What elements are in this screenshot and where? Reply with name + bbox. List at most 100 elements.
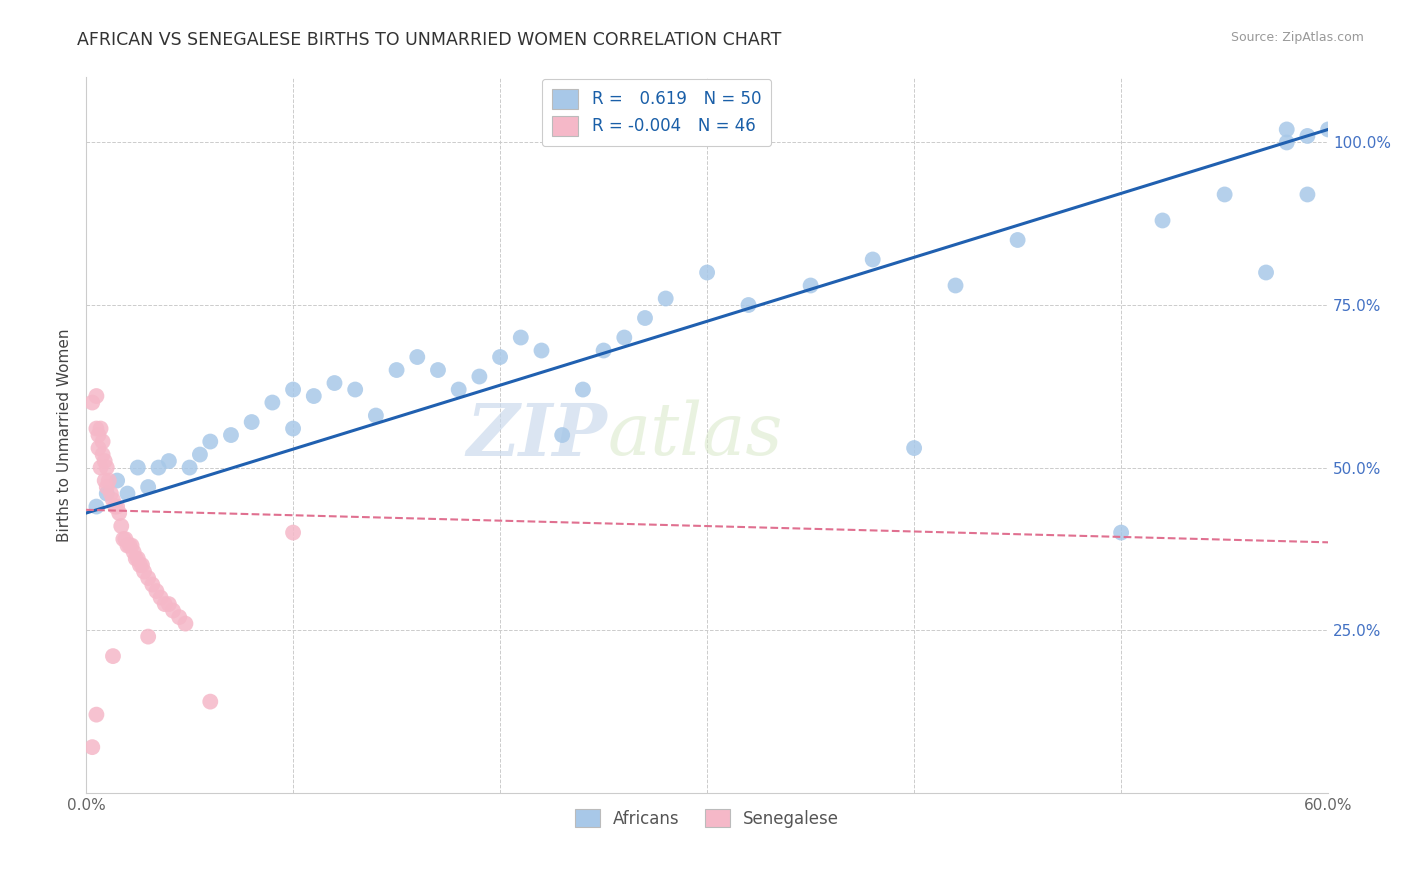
Point bbox=[87, 428, 110, 442]
Point bbox=[145, 584, 167, 599]
Point bbox=[1296, 128, 1319, 143]
Point bbox=[117, 486, 139, 500]
Point bbox=[167, 610, 190, 624]
Point bbox=[1152, 213, 1174, 227]
Point bbox=[1254, 265, 1277, 279]
Point bbox=[179, 460, 201, 475]
Point bbox=[613, 330, 636, 344]
Point bbox=[86, 389, 108, 403]
Point bbox=[262, 395, 284, 409]
Point bbox=[157, 597, 180, 611]
Point bbox=[86, 500, 108, 514]
Point bbox=[91, 448, 114, 462]
Point bbox=[136, 630, 159, 644]
Point bbox=[91, 434, 114, 449]
Point bbox=[87, 441, 110, 455]
Point bbox=[427, 363, 450, 377]
Point bbox=[551, 428, 574, 442]
Point bbox=[572, 383, 595, 397]
Point bbox=[157, 454, 180, 468]
Point bbox=[105, 474, 128, 488]
Point bbox=[1007, 233, 1029, 247]
Point bbox=[162, 604, 184, 618]
Point bbox=[104, 500, 127, 514]
Point bbox=[1109, 525, 1132, 540]
Point bbox=[96, 480, 118, 494]
Point bbox=[737, 298, 759, 312]
Point bbox=[117, 539, 139, 553]
Point bbox=[82, 395, 104, 409]
Point bbox=[105, 500, 128, 514]
Point bbox=[148, 460, 170, 475]
Point bbox=[1296, 187, 1319, 202]
Point bbox=[108, 506, 131, 520]
Point bbox=[1275, 122, 1298, 136]
Point bbox=[101, 649, 124, 664]
Point bbox=[93, 474, 115, 488]
Point bbox=[281, 525, 304, 540]
Point bbox=[90, 460, 112, 475]
Point bbox=[509, 330, 531, 344]
Point bbox=[302, 389, 325, 403]
Point bbox=[240, 415, 263, 429]
Point bbox=[323, 376, 346, 390]
Point bbox=[200, 434, 222, 449]
Point bbox=[800, 278, 823, 293]
Point bbox=[406, 350, 429, 364]
Point bbox=[219, 428, 242, 442]
Point bbox=[127, 551, 149, 566]
Point bbox=[489, 350, 512, 364]
Point bbox=[364, 409, 387, 423]
Point bbox=[281, 383, 304, 397]
Point bbox=[132, 565, 155, 579]
Point bbox=[153, 597, 176, 611]
Point bbox=[468, 369, 491, 384]
Point bbox=[149, 591, 172, 605]
Point bbox=[344, 383, 367, 397]
Point bbox=[96, 460, 118, 475]
Point bbox=[136, 480, 159, 494]
Text: Source: ZipAtlas.com: Source: ZipAtlas.com bbox=[1230, 31, 1364, 45]
Text: atlas: atlas bbox=[607, 400, 783, 470]
Point bbox=[136, 571, 159, 585]
Point bbox=[118, 539, 141, 553]
Point bbox=[90, 421, 112, 435]
Point bbox=[696, 265, 718, 279]
Point bbox=[101, 493, 124, 508]
Y-axis label: Births to Unmarried Women: Births to Unmarried Women bbox=[58, 328, 72, 541]
Point bbox=[903, 441, 925, 455]
Point bbox=[654, 292, 676, 306]
Point bbox=[93, 454, 115, 468]
Legend: Africans, Senegalese: Africans, Senegalese bbox=[568, 803, 846, 834]
Point bbox=[86, 707, 108, 722]
Point bbox=[1317, 122, 1340, 136]
Point bbox=[86, 421, 108, 435]
Point bbox=[121, 539, 143, 553]
Point bbox=[114, 532, 136, 546]
Point bbox=[100, 486, 122, 500]
Point bbox=[128, 558, 150, 573]
Text: AFRICAN VS SENEGALESE BIRTHS TO UNMARRIED WOMEN CORRELATION CHART: AFRICAN VS SENEGALESE BIRTHS TO UNMARRIE… bbox=[77, 31, 782, 49]
Point bbox=[96, 486, 118, 500]
Point bbox=[97, 474, 120, 488]
Point bbox=[112, 532, 135, 546]
Point bbox=[1213, 187, 1236, 202]
Point bbox=[281, 421, 304, 435]
Point bbox=[141, 577, 163, 591]
Point bbox=[188, 448, 211, 462]
Point bbox=[200, 695, 222, 709]
Point bbox=[945, 278, 967, 293]
Text: ZIP: ZIP bbox=[467, 400, 607, 471]
Point bbox=[110, 519, 132, 533]
Point bbox=[385, 363, 408, 377]
Point bbox=[125, 551, 148, 566]
Point bbox=[592, 343, 614, 358]
Point bbox=[530, 343, 553, 358]
Point bbox=[862, 252, 884, 267]
Point bbox=[447, 383, 470, 397]
Point bbox=[1275, 136, 1298, 150]
Point bbox=[174, 616, 197, 631]
Point bbox=[127, 460, 149, 475]
Point bbox=[131, 558, 153, 573]
Point bbox=[634, 311, 657, 326]
